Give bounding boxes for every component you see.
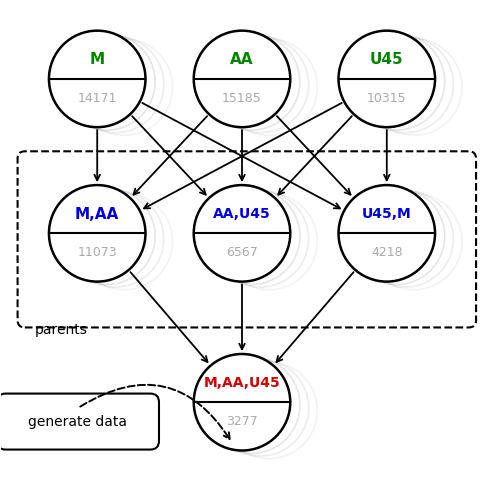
Circle shape (194, 185, 290, 281)
Text: U45: U45 (370, 52, 404, 67)
Text: AA: AA (230, 52, 254, 67)
Circle shape (49, 31, 146, 127)
Text: generate data: generate data (29, 415, 127, 429)
Text: AA,U45: AA,U45 (213, 207, 271, 221)
Text: 10315: 10315 (367, 92, 407, 104)
Circle shape (338, 185, 435, 281)
Text: U45,M: U45,M (362, 207, 412, 221)
Circle shape (194, 354, 290, 451)
Circle shape (49, 185, 146, 281)
FancyBboxPatch shape (0, 394, 159, 450)
Text: 14171: 14171 (77, 92, 117, 104)
Text: 15185: 15185 (222, 92, 262, 104)
Circle shape (338, 31, 435, 127)
Text: 11073: 11073 (77, 246, 117, 259)
Text: M,AA,U45: M,AA,U45 (204, 376, 280, 390)
Text: M: M (90, 52, 105, 67)
Text: parents: parents (34, 323, 87, 337)
Circle shape (194, 31, 290, 127)
Text: M,AA: M,AA (75, 207, 120, 222)
Text: 4218: 4218 (371, 246, 403, 259)
Text: 3277: 3277 (226, 415, 258, 428)
Text: 6567: 6567 (226, 246, 258, 259)
